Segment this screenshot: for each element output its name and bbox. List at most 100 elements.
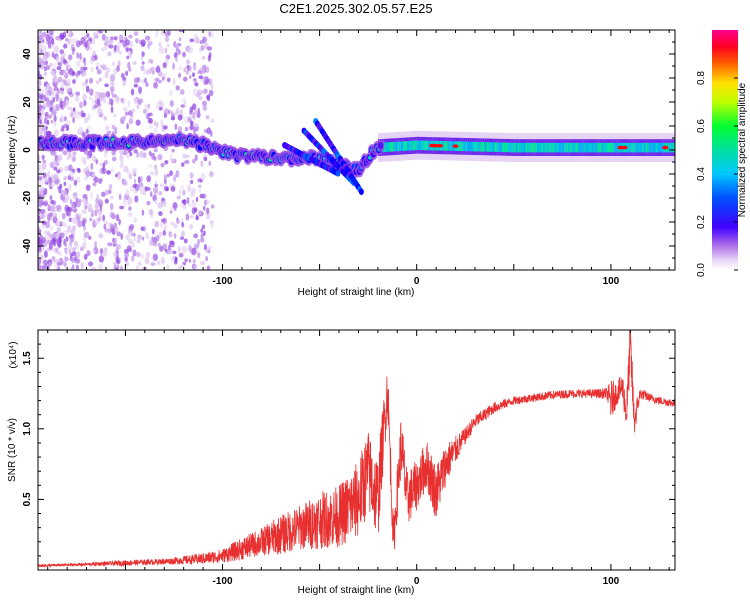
heatmap-band bbox=[463, 141, 466, 152]
heatmap-speckle bbox=[66, 65, 71, 70]
heatmap-speckle bbox=[49, 225, 54, 231]
heatmap-band bbox=[416, 140, 420, 150]
heatmap-speckle bbox=[56, 250, 60, 255]
heatmap-hotspot bbox=[452, 144, 459, 148]
heatmap-band bbox=[552, 142, 556, 153]
heatmap-speckle bbox=[38, 231, 41, 236]
heatmap-speckle bbox=[198, 96, 203, 101]
heatmap-speckle bbox=[116, 65, 120, 72]
heatmap-speckle bbox=[39, 188, 44, 197]
heatmap-speckle bbox=[159, 183, 164, 188]
heatmap-speckle bbox=[157, 79, 162, 84]
heatmap-speckle bbox=[104, 45, 108, 51]
heatmap-speckle bbox=[109, 74, 116, 82]
heatmap-speckle bbox=[55, 232, 60, 240]
heatmap-speckle bbox=[61, 212, 66, 220]
x-tick-label: 0 bbox=[414, 276, 420, 287]
heatmap-speckle bbox=[149, 240, 154, 246]
heatmap-speckle bbox=[155, 179, 158, 186]
heatmap-band bbox=[424, 140, 427, 151]
heatmap-speckle bbox=[81, 100, 85, 108]
heatmap-speckle bbox=[183, 115, 189, 124]
heatmap-speckle bbox=[49, 70, 56, 76]
heatmap-speckle bbox=[65, 98, 69, 106]
heatmap-speckle bbox=[75, 114, 80, 120]
heatmap-speckle bbox=[137, 261, 142, 267]
heatmap-band bbox=[498, 142, 501, 153]
heatmap-band bbox=[554, 142, 558, 153]
heatmap-speckle bbox=[155, 104, 160, 109]
heatmap-speckle bbox=[56, 185, 60, 190]
heatmap-speckle bbox=[148, 67, 151, 75]
heatmap-speckle bbox=[67, 58, 70, 66]
heatmap-speckle bbox=[50, 119, 54, 124]
heatmap-speckle bbox=[41, 220, 47, 225]
heatmap-band bbox=[443, 141, 447, 151]
heatmap-speckle bbox=[95, 91, 101, 96]
heatmap-band bbox=[461, 141, 464, 152]
heatmap-band bbox=[486, 142, 490, 152]
heatmap-speckle bbox=[170, 116, 176, 121]
heatmap-band bbox=[585, 142, 589, 153]
heatmap-speckle bbox=[208, 89, 214, 97]
heatmap-speckle bbox=[180, 202, 184, 208]
heatmap-speckle bbox=[185, 59, 191, 65]
heatmap-speckle bbox=[96, 80, 100, 85]
heatmap-speckle bbox=[177, 114, 183, 121]
heatmap-speckle bbox=[60, 56, 64, 65]
heatmap-speckle bbox=[55, 259, 61, 263]
heatmap-speckle bbox=[168, 109, 171, 115]
heatmap-speckle bbox=[170, 185, 176, 192]
heatmap-speckle bbox=[172, 77, 176, 86]
heatmap-speckle bbox=[91, 171, 96, 177]
heatmap-band bbox=[603, 142, 606, 153]
heatmap-speckle bbox=[181, 245, 187, 254]
heatmap-speckle bbox=[53, 248, 57, 253]
heatmap-speckle bbox=[137, 176, 141, 184]
heatmap-speckle bbox=[169, 170, 173, 177]
heatmap-speckle bbox=[80, 36, 86, 45]
heatmap-speckle bbox=[104, 35, 110, 44]
heatmap-speckle bbox=[162, 62, 167, 69]
heatmap-speckle bbox=[89, 77, 94, 84]
heatmap-speckle bbox=[40, 208, 45, 214]
heatmap-band bbox=[385, 142, 389, 152]
heatmap-speckle bbox=[163, 182, 168, 187]
y-tick-label: 1.0 bbox=[22, 421, 33, 435]
heatmap-speckle bbox=[90, 67, 94, 72]
heatmap-speckle bbox=[84, 205, 88, 210]
heatmap-band bbox=[393, 141, 396, 152]
x-tick-label: -100 bbox=[212, 276, 232, 287]
heatmap-speckle bbox=[88, 96, 92, 101]
heatmap-band bbox=[401, 141, 404, 151]
heatmap-band bbox=[533, 142, 536, 153]
heatmap-speckle bbox=[101, 64, 107, 69]
heatmap-speckle bbox=[47, 230, 51, 237]
heatmap-band bbox=[605, 142, 608, 153]
heatmap-band bbox=[502, 142, 505, 153]
heatmap-band bbox=[626, 142, 629, 153]
snr-y-label: SNR (10 * v/v) bbox=[7, 418, 18, 482]
heatmap-speckle bbox=[163, 125, 168, 130]
heatmap-speckle bbox=[202, 230, 206, 237]
heatmap-speckle bbox=[203, 243, 207, 251]
heatmap-speckle bbox=[156, 260, 161, 265]
heatmap-speckle bbox=[60, 116, 65, 123]
heatmap-band bbox=[599, 142, 602, 153]
heatmap-speckle bbox=[53, 62, 56, 70]
heatmap-speckle bbox=[126, 55, 130, 60]
heatmap-band bbox=[593, 142, 596, 153]
heatmap-speckle bbox=[59, 49, 64, 55]
heatmap-speckle bbox=[135, 251, 141, 257]
heatmap-speckle bbox=[64, 85, 68, 92]
heatmap-speckle bbox=[66, 30, 72, 37]
heatmap-speckle bbox=[198, 209, 202, 216]
heatmap-speckle bbox=[94, 240, 97, 249]
spectrogram-x-label: Height of straight line (km) bbox=[298, 287, 415, 298]
heatmap-speckle bbox=[157, 154, 163, 161]
heatmap-speckle bbox=[194, 123, 199, 128]
heatmap-speckle bbox=[141, 236, 145, 241]
heatmap-speckle bbox=[97, 217, 101, 222]
heatmap-band bbox=[645, 142, 649, 153]
heatmap-speckle bbox=[44, 111, 49, 117]
